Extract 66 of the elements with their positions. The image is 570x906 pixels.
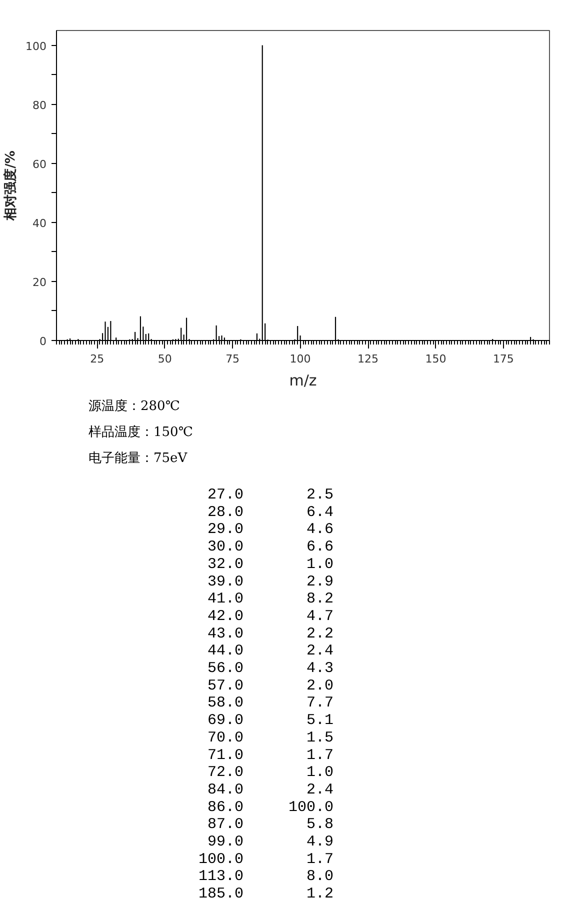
x-tick-label: 125 (358, 352, 379, 366)
x-axis-title: m/z (289, 372, 317, 390)
text: 2.2 (306, 625, 334, 642)
text: 44.0 (207, 642, 244, 660)
text: 4.7 (306, 608, 334, 625)
text: 86.0 (207, 798, 244, 816)
text: 2.9 (306, 573, 334, 590)
text: 4.6 (306, 521, 334, 538)
x-tick-label: 75 (226, 352, 240, 366)
text: 1.7 (306, 850, 334, 868)
text: 43.0 (207, 625, 244, 642)
text: 2.5 (306, 486, 334, 504)
text: 5.8 (306, 816, 334, 834)
text: 8.2 (306, 590, 334, 608)
text: 样品温度：150℃ (88, 424, 193, 440)
text: 电子能量：75eV (88, 451, 188, 466)
text: 32.0 (207, 556, 244, 573)
text: 2.0 (306, 677, 334, 694)
text: 4.3 (306, 660, 334, 677)
text: 84.0 (207, 781, 244, 798)
text: 6.6 (306, 538, 334, 556)
text: 27.0 (207, 486, 244, 504)
text: 69.0 (207, 712, 244, 730)
text: 71.0 (207, 746, 244, 764)
text: 42.0 (207, 608, 244, 625)
text: 99.0 (207, 834, 244, 850)
text: 29.0 (207, 521, 244, 538)
text: 72.0 (207, 764, 244, 782)
text: 30.0 (207, 538, 244, 556)
y-tick-label: 0 (40, 335, 46, 348)
text: 2.4 (306, 781, 334, 798)
y-tick-label: 20 (32, 276, 47, 289)
text: 100.0 (198, 850, 244, 868)
text: 87.0 (207, 816, 244, 834)
text: 源温度：280℃ (88, 398, 180, 414)
text: 56.0 (207, 660, 244, 677)
x-tick-label: 25 (90, 352, 104, 366)
text: 1.0 (306, 556, 334, 573)
text: 1.0 (306, 764, 334, 782)
x-tick-label: 175 (492, 352, 514, 366)
y-tick-label: 40 (32, 216, 47, 230)
text: 5.1 (306, 712, 334, 730)
text: 70.0 (207, 729, 244, 746)
text: 6.4 (306, 504, 334, 521)
text: 2.4 (306, 642, 334, 660)
text: 28.0 (207, 504, 244, 521)
y-tick-label: 100 (26, 40, 47, 53)
text: 4.9 (306, 834, 334, 850)
text: 100.0 (288, 798, 334, 816)
text: 1.7 (306, 746, 334, 764)
text: 8.0 (306, 868, 334, 886)
text: 39.0 (207, 573, 244, 590)
text: 113.0 (198, 868, 244, 886)
text: 57.0 (207, 677, 244, 694)
y-axis-title: 相对强度/% (2, 150, 19, 222)
text: 7.7 (306, 694, 334, 712)
x-tick-label: 100 (290, 352, 311, 366)
x-tick-label: 50 (158, 352, 172, 366)
x-tick-label: 150 (425, 352, 446, 366)
text: 58.0 (207, 694, 244, 712)
text: 1.2 (306, 886, 334, 903)
text: 185.0 (198, 886, 244, 903)
text: 1.5 (306, 729, 334, 746)
y-tick-label: 60 (32, 158, 47, 171)
text: 41.0 (207, 590, 244, 608)
y-tick-label: 80 (32, 98, 47, 112)
